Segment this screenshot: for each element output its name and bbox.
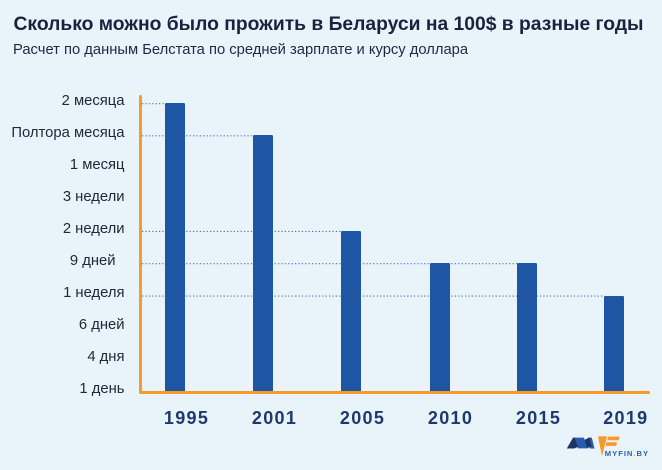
svg-text:MYFIN.BY: MYFIN.BY xyxy=(605,449,649,458)
